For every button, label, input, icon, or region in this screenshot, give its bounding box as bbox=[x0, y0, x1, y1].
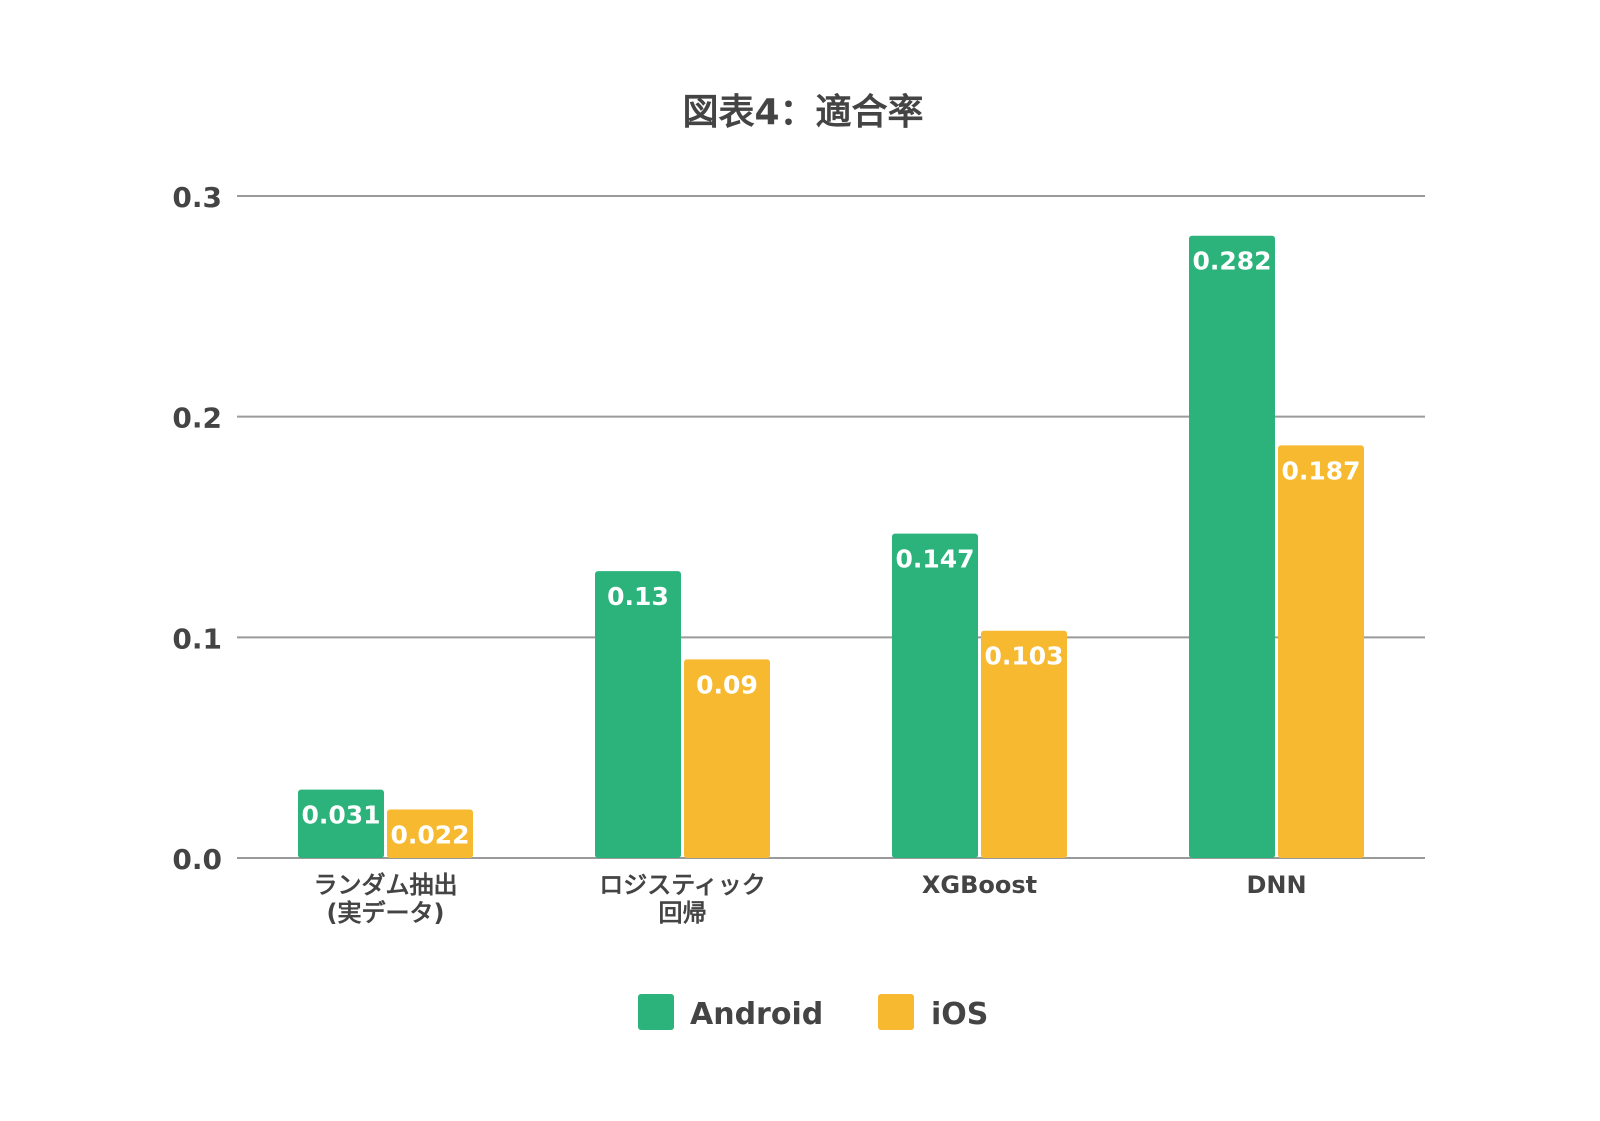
bar-value-label: 0.13 bbox=[607, 582, 669, 611]
x-tick-label: ランダム抽出 bbox=[314, 871, 458, 899]
bar-android-0 bbox=[298, 789, 384, 858]
y-axis-ticks: 0.0 0.1 0.2 0.3 bbox=[172, 181, 222, 876]
bar-ios-3 bbox=[1278, 445, 1364, 858]
x-tick-label: DNN bbox=[1246, 871, 1306, 899]
bar-ios-2 bbox=[981, 630, 1067, 858]
legend-swatch-android bbox=[638, 994, 674, 1030]
bar-ios-0 bbox=[387, 809, 473, 858]
y-tick-label: 0.1 bbox=[172, 622, 222, 655]
bar-value-label: 0.031 bbox=[301, 801, 380, 830]
x-tick-label: (実データ) bbox=[327, 899, 445, 927]
y-tick-label: 0.0 bbox=[172, 843, 222, 876]
bars: 0.031 0.022 0.13 0.09 0.147 0.103 0.282 0.187 bbox=[298, 235, 1364, 859]
legend-swatch-ios bbox=[878, 994, 914, 1030]
bar-ios-1 bbox=[684, 659, 770, 858]
y-tick-label: 0.2 bbox=[172, 402, 222, 435]
bar-value-label: 0.147 bbox=[895, 545, 974, 574]
bar-value-label: 0.103 bbox=[984, 642, 1063, 671]
bar-android-1 bbox=[595, 571, 681, 858]
x-tick-label: XGBoost bbox=[922, 871, 1037, 899]
x-tick-label: 回帰 bbox=[659, 899, 707, 927]
legend-label-android: Android bbox=[690, 997, 823, 1032]
legend-label-ios: iOS bbox=[931, 997, 988, 1032]
bar-value-label: 0.09 bbox=[696, 670, 758, 699]
bar-android-3 bbox=[1189, 235, 1275, 859]
bar-android-2 bbox=[892, 533, 978, 858]
bar-value-label: 0.187 bbox=[1281, 456, 1360, 485]
bar-value-label: 0.282 bbox=[1192, 247, 1271, 276]
legend: Android iOS bbox=[638, 994, 988, 1032]
bar-value-label: 0.022 bbox=[390, 820, 469, 849]
x-tick-label: ロジスティック bbox=[599, 871, 766, 899]
chart-title: 図表4：適合率 bbox=[682, 92, 923, 133]
y-tick-label: 0.3 bbox=[172, 181, 222, 214]
